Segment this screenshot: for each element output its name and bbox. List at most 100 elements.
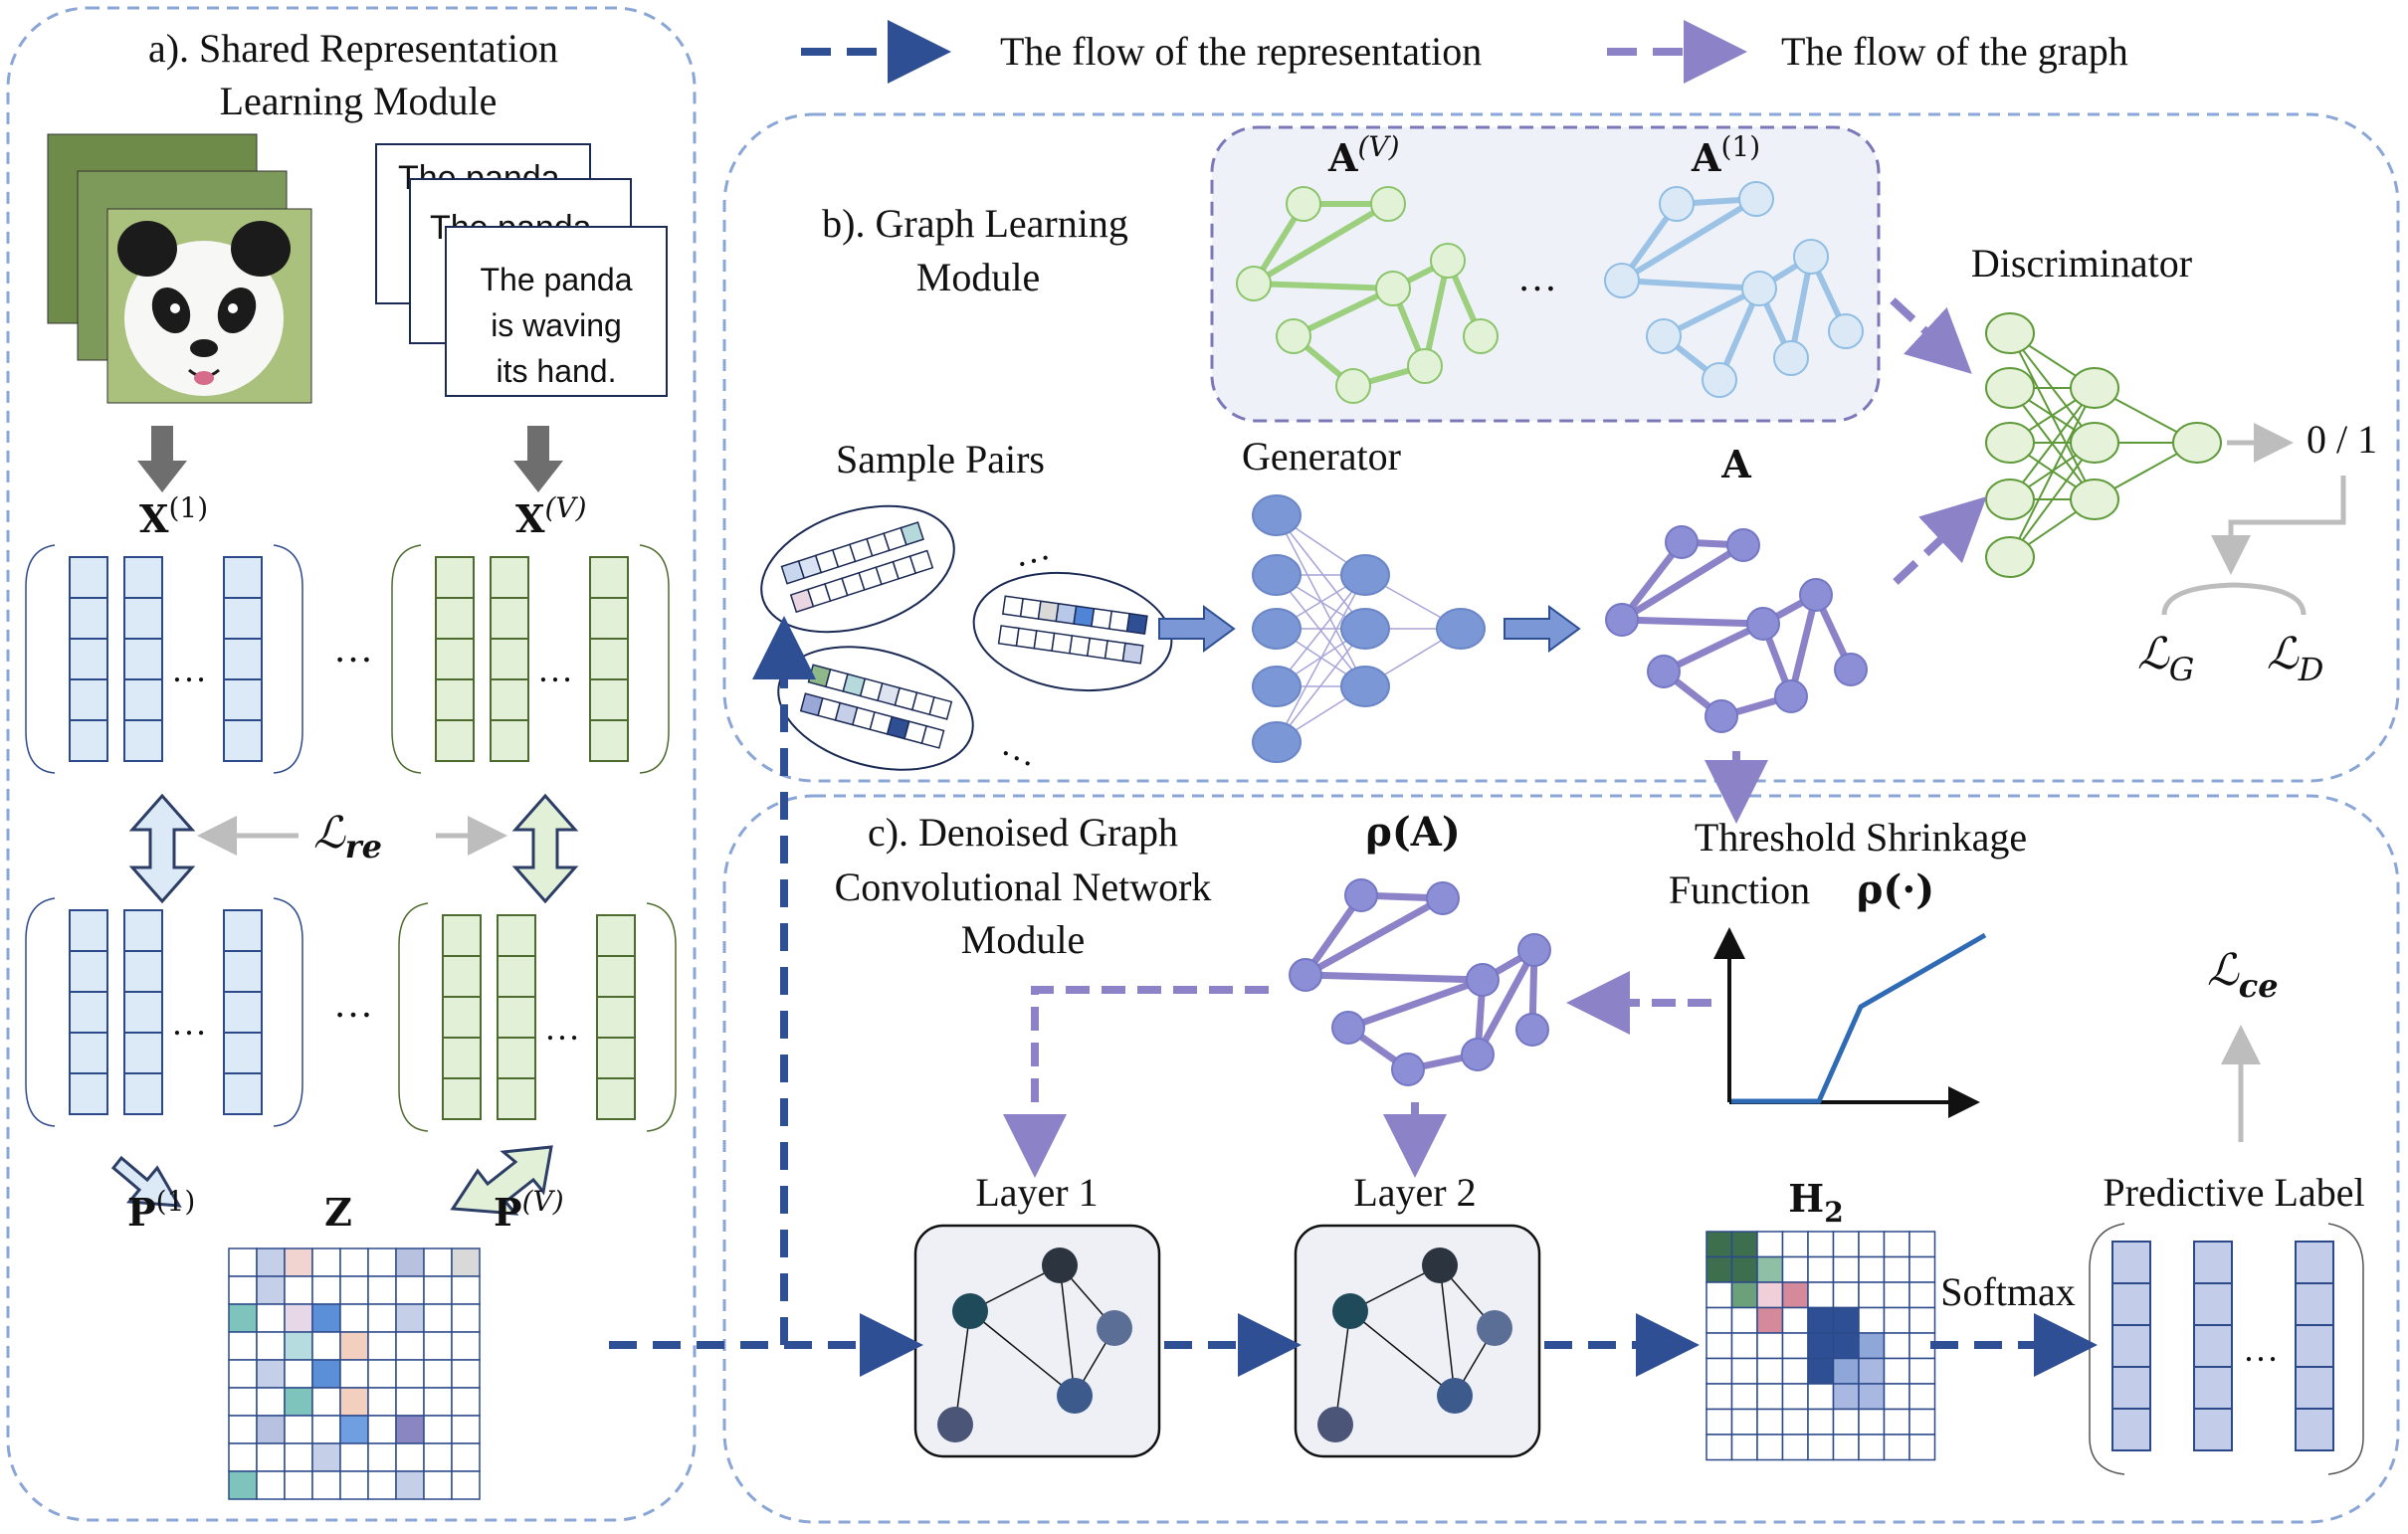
matrix-cell	[589, 638, 629, 680]
module-c-title-3: Module	[961, 917, 1085, 962]
h2-cell	[1883, 1306, 1910, 1334]
z-cell	[256, 1303, 286, 1333]
generator-edge	[1276, 514, 1366, 687]
image-down-arrow	[137, 426, 187, 492]
matrix-cell	[223, 1032, 263, 1074]
h2-cell	[1706, 1231, 1733, 1258]
graph-node	[1647, 655, 1681, 688]
h2-cell	[1908, 1231, 1936, 1258]
layer-node	[952, 1293, 988, 1329]
pred-cell	[2111, 1366, 2151, 1410]
module-c-border	[722, 794, 2400, 1524]
matrix-cell	[442, 914, 482, 957]
graph-node	[1344, 878, 1378, 912]
z-cell	[367, 1470, 397, 1500]
h2-cell	[1781, 1255, 1809, 1283]
text-card-line-2: is waving	[491, 307, 622, 343]
h2-cell	[1807, 1255, 1835, 1283]
graph-node	[1461, 1038, 1495, 1071]
graph-node	[1391, 1053, 1425, 1086]
pred-cell	[2111, 1408, 2151, 1451]
matrix-left-bracket	[398, 902, 429, 1132]
graph-node	[1276, 318, 1311, 354]
h2-cell	[1781, 1434, 1809, 1461]
graph-node	[1834, 653, 1868, 686]
matrix-cell	[435, 597, 475, 640]
graph-edge	[1474, 948, 1538, 1056]
z-cell	[284, 1387, 313, 1417]
z-cell	[256, 1415, 286, 1444]
z-cell	[256, 1247, 286, 1277]
discriminator-neuron	[2070, 422, 2119, 464]
z-cell	[423, 1470, 453, 1500]
matrix-cell	[123, 950, 163, 993]
h2-cell	[1807, 1383, 1835, 1411]
sample-cell	[1086, 637, 1108, 660]
matrix-cell	[69, 678, 108, 721]
h2-cell	[1756, 1434, 1784, 1461]
graph-node	[1773, 340, 1809, 376]
graph-node	[1702, 362, 1737, 398]
sample-cell	[1033, 630, 1056, 653]
graph-edge	[1304, 894, 1445, 979]
h2-cell	[1807, 1231, 1835, 1258]
generator-neuron	[1252, 608, 1302, 650]
sample-cell	[920, 724, 945, 749]
legend: The flow of the representation The flow …	[801, 20, 2128, 84]
module-b-title-2: Module	[916, 255, 1040, 299]
matrix-cell	[497, 1037, 536, 1079]
h2-cell	[1883, 1357, 1910, 1385]
softmax-label: Softmax	[1940, 1269, 2076, 1314]
sample-cell	[1069, 635, 1092, 658]
z-cell	[311, 1275, 341, 1305]
ellipsis-bottom: …	[333, 981, 373, 1026]
denoised-graph	[1289, 878, 1551, 1086]
generator-to-graph-arrow	[1504, 605, 1581, 653]
h2-cell	[1883, 1408, 1910, 1436]
matrix-cell	[497, 955, 536, 998]
reconstruction-double-arrow-v	[511, 793, 579, 904]
z-cell	[451, 1275, 481, 1305]
text-card	[445, 226, 668, 397]
layer1-label: Layer 1	[975, 1170, 1098, 1215]
z-cell	[284, 1442, 313, 1472]
p1-arrow	[110, 1155, 182, 1208]
z-label: Z	[324, 1190, 352, 1235]
matrix-cell	[123, 678, 163, 721]
graph-node	[1604, 263, 1640, 298]
matrix-cell	[497, 996, 536, 1039]
p1-label: P(1)	[127, 1185, 195, 1235]
h2-cell	[1883, 1231, 1910, 1258]
z-cell	[395, 1359, 425, 1389]
generated-graph-to-disc-arrow	[1893, 496, 1987, 585]
h2-cell	[1706, 1281, 1733, 1309]
h2-cell	[1858, 1434, 1886, 1461]
h2-label: H2	[1788, 1176, 1843, 1229]
generator-edge	[1276, 574, 1366, 687]
matrix-cell	[223, 678, 263, 721]
h2-cell	[1756, 1408, 1784, 1436]
matrix-cell	[596, 955, 636, 998]
h2-cell	[1883, 1255, 1910, 1283]
graph-node	[1793, 239, 1829, 275]
matrix-cell	[589, 556, 629, 599]
z-cell	[395, 1387, 425, 1417]
z-cell	[228, 1470, 258, 1500]
z-cell	[228, 1415, 258, 1444]
matrix-cell	[123, 1032, 163, 1074]
z-cell	[367, 1275, 397, 1305]
layer1-box	[913, 1224, 1161, 1458]
h2-cell	[1807, 1408, 1835, 1436]
x1-label: X(1)	[139, 491, 208, 541]
graph-node	[1375, 271, 1411, 306]
matrix-cell	[69, 719, 108, 762]
z-cell	[395, 1275, 425, 1305]
graph-node	[1746, 607, 1780, 641]
pred-right-bracket	[2327, 1223, 2364, 1475]
z-cell	[339, 1359, 369, 1389]
h2-cell	[1832, 1408, 1860, 1436]
layer2-box	[1294, 1224, 1541, 1458]
h2-cell	[1781, 1357, 1809, 1385]
layer-node	[1332, 1293, 1368, 1329]
h2-cell	[1781, 1281, 1809, 1309]
